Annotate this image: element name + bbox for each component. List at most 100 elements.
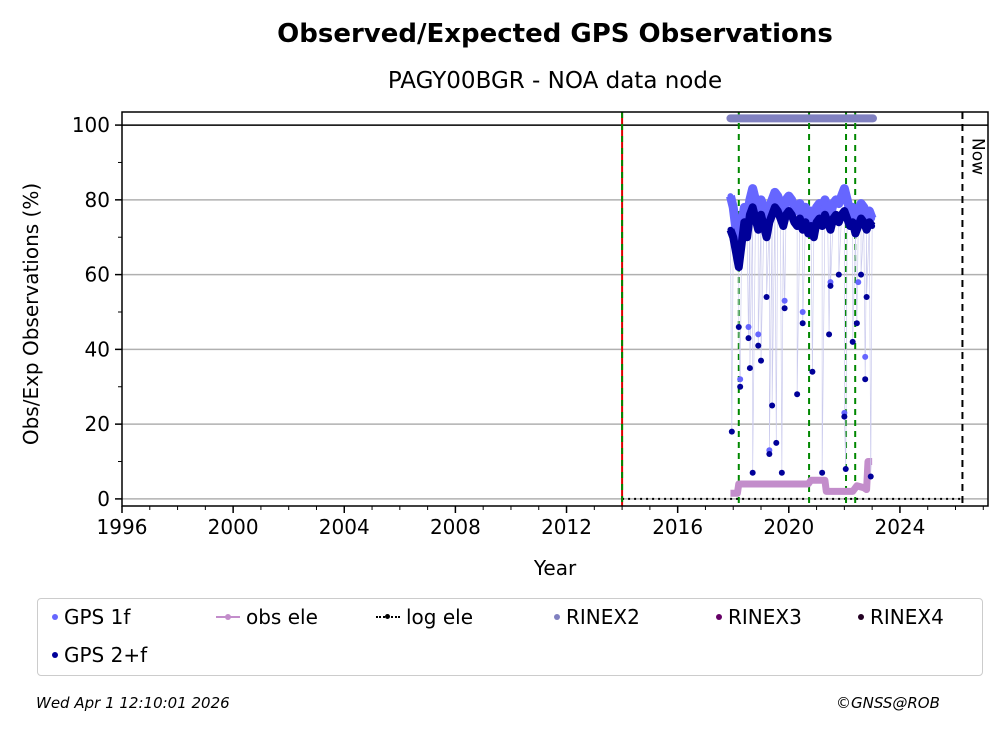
gps1f-point	[841, 185, 848, 192]
legend-marker-icon	[52, 614, 58, 620]
copyright: ©GNSS@ROB	[836, 694, 940, 712]
gps2f-point	[755, 226, 762, 233]
gps1f-point	[769, 196, 776, 203]
legend-label: RINEX3	[728, 605, 802, 629]
gps2f-point	[745, 335, 752, 342]
obs-ele-line	[730, 458, 873, 497]
gps2f-point	[816, 215, 823, 222]
gps2f-point	[827, 226, 834, 233]
gps2f-point	[853, 320, 860, 327]
gps1f-point	[855, 279, 862, 286]
gps2f-point	[819, 223, 826, 230]
gps1f-point	[844, 196, 851, 203]
gps2f-point	[788, 211, 795, 218]
legend-item: log ele	[376, 605, 473, 629]
gps1f-point	[752, 196, 759, 203]
gps2f-point	[738, 241, 745, 248]
x-tick-label: 2012	[541, 515, 592, 539]
y-tick-label: 60	[85, 263, 110, 287]
gps2f-point	[735, 323, 742, 330]
gps2f-point	[835, 219, 842, 226]
gps1f-point	[849, 204, 856, 211]
legend-marker-icon	[52, 652, 58, 658]
plot-frame	[121, 111, 989, 507]
timestamp: Wed Apr 1 12:10:01 2026	[36, 694, 230, 712]
y-tick-label: 0	[97, 487, 110, 511]
gps1f-point	[808, 208, 815, 215]
gps1f-point	[821, 196, 828, 203]
x-tick-label: 2000	[208, 515, 259, 539]
x-tick-label: 1996	[97, 515, 148, 539]
gps2f-point	[746, 365, 753, 372]
now-label: Now	[967, 138, 987, 175]
gps2f-point	[810, 234, 817, 241]
gps2f-point	[733, 249, 740, 256]
gps2f-point	[752, 215, 759, 222]
y-axis-label: Obs/Exp Observations (%)	[19, 183, 43, 445]
gps2f-point	[858, 271, 865, 278]
gps2f-point	[860, 219, 867, 226]
gps2f-point	[863, 226, 870, 233]
gps2f-point	[777, 215, 784, 222]
gps2f-point	[833, 211, 840, 218]
gps2f-point	[737, 383, 744, 390]
gps1f-point	[781, 297, 788, 304]
gps2f-point	[727, 226, 734, 233]
x-tick-label: 2020	[763, 515, 814, 539]
gps2f-point	[741, 219, 748, 226]
legend-item: obs ele	[216, 605, 318, 629]
gps2f-point	[824, 219, 831, 226]
y-tick-label: 20	[85, 412, 110, 436]
legend: GPS 1f obs ele log ele RINEX2 RINEX3 RINEX4 GP…	[37, 598, 983, 676]
gps2f-point	[821, 211, 828, 218]
legend-label: RINEX4	[870, 605, 944, 629]
chart-title: Observed/Expected GPS Observations	[277, 19, 833, 49]
gps2f-point	[799, 320, 806, 327]
gps1f-point	[760, 204, 767, 211]
gps2f-point	[852, 230, 859, 237]
gps2f-point	[796, 215, 803, 222]
gps1f-point	[755, 331, 762, 338]
gps2f-point	[849, 338, 856, 345]
gps2f-point	[766, 451, 773, 458]
legend-item: GPS 2+f	[52, 643, 147, 667]
gps1f-point	[838, 193, 845, 200]
legend-label: GPS 1f	[64, 605, 131, 629]
gps2f-point	[863, 294, 870, 301]
y-tick-label: 40	[85, 337, 110, 361]
gps2f-point	[869, 223, 876, 230]
x-tick-label: 2008	[430, 515, 481, 539]
legend-marker-icon	[216, 614, 240, 620]
legend-marker-icon	[376, 614, 400, 619]
legend-item: RINEX2	[554, 605, 640, 629]
legend-marker-icon	[554, 614, 560, 620]
gps1f-point	[745, 323, 752, 330]
legend-marker-icon	[716, 614, 722, 620]
gps2f-point	[749, 204, 756, 211]
gps2f-point	[805, 230, 812, 237]
x-tick-label: 2016	[652, 515, 703, 539]
gps2f-point	[773, 439, 780, 446]
gps2f-point	[808, 223, 815, 230]
gps2f-point	[867, 473, 874, 480]
gps2f-band	[726, 203, 876, 272]
gps2f-point	[794, 223, 801, 230]
gps1f-point	[855, 208, 862, 215]
gps2f-point	[841, 413, 848, 420]
gps2f-point	[844, 215, 851, 222]
gps1f-point	[816, 200, 823, 207]
gps1f-point	[746, 196, 753, 203]
legend-item: RINEX4	[858, 605, 944, 629]
gps2f-point	[799, 226, 806, 233]
gps2f-point	[728, 428, 735, 435]
gps1f-point	[799, 308, 806, 315]
gps1f-point	[835, 200, 842, 207]
gps2f-point	[827, 282, 834, 289]
gps1f-point	[749, 185, 756, 192]
gps2f-point	[819, 469, 826, 476]
gps2f-point	[794, 391, 801, 398]
x-tick-label: 2004	[319, 515, 370, 539]
gps2f-point	[746, 211, 753, 218]
